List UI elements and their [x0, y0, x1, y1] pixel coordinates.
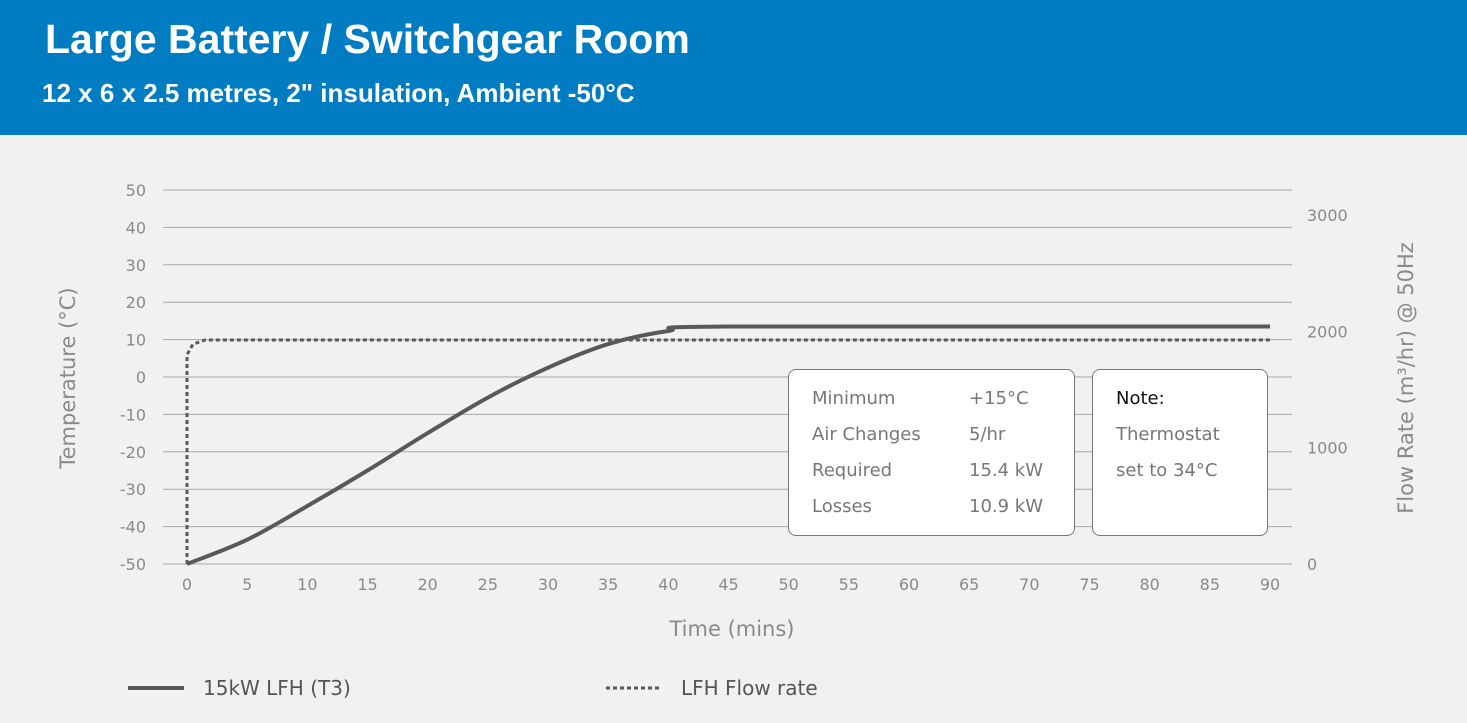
y-tick-label: -50 [120, 555, 146, 574]
x-tick-label: 55 [839, 575, 859, 594]
x-tick-label: 70 [1019, 575, 1039, 594]
temperature-line [186, 324, 1270, 566]
y-tick-label: 10 [126, 331, 146, 350]
y-tick-label: -20 [120, 443, 146, 462]
y-tick-label: 0 [136, 368, 146, 387]
x-tick-label: 40 [658, 575, 678, 594]
note-box: Note: Thermostat set to 34°C [1092, 369, 1268, 536]
x-tick-label: 35 [598, 575, 618, 594]
y-tick-label: -10 [120, 405, 146, 424]
x-tick-label: 0 [182, 575, 192, 594]
x-tick-label: 85 [1200, 575, 1220, 594]
y-tick-label: -40 [120, 518, 146, 537]
x-tick-label: 60 [899, 575, 919, 594]
legend-item-temperature: 15kW LFH (T3) [203, 676, 351, 700]
info-value: 10.9 kW [969, 496, 1044, 517]
y-tick-label: 20 [126, 293, 146, 312]
info-value: 5/hr [969, 424, 1006, 445]
x-axis-label: Time (mins) [669, 617, 795, 641]
x-tick-label: 90 [1260, 575, 1280, 594]
flow-rate-line [185, 338, 1270, 564]
x-tick-label: 15 [357, 575, 377, 594]
y2-tick-label: 1000 [1307, 439, 1348, 458]
info-label: Air Changes [812, 424, 921, 445]
y-tick-label: 40 [126, 218, 146, 237]
x-tick-label: 20 [417, 575, 437, 594]
header-banner: Large Battery / Switchgear Room 12 x 6 x… [0, 0, 1467, 135]
y-axis-label: Temperature (°C) [56, 287, 80, 469]
info-label: Losses [812, 496, 872, 517]
y2-tick-label: 3000 [1307, 206, 1348, 225]
info-value: +15°C [969, 388, 1029, 409]
info-label: Required [812, 460, 893, 481]
info-box: Minimum +15°C Air Changes 5/hr Required … [788, 369, 1075, 536]
note-line: set to 34°C [1116, 460, 1218, 481]
y2-tick-label: 0 [1307, 555, 1317, 574]
y-tick-label: 50 [126, 181, 146, 200]
x-tick-label: 75 [1079, 575, 1099, 594]
page-subtitle: 12 x 6 x 2.5 metres, 2" insulation, Ambi… [42, 78, 635, 108]
y2-tick-label: 2000 [1307, 322, 1348, 341]
info-value: 15.4 kW [969, 460, 1044, 481]
x-tick-label: 80 [1139, 575, 1159, 594]
x-tick-label: 50 [778, 575, 798, 594]
y-tick-label: 30 [126, 256, 146, 275]
y-tick-label: -30 [120, 480, 146, 499]
x-tick-label: 5 [242, 575, 252, 594]
legend-item-flow: LFH Flow rate [681, 676, 818, 700]
note-line: Thermostat [1116, 424, 1220, 445]
x-tick-label: 10 [297, 575, 317, 594]
note-title: Note: [1116, 388, 1165, 409]
info-label: Minimum [812, 388, 896, 409]
x-tick-label: 45 [718, 575, 738, 594]
page-title: Large Battery / Switchgear Room [45, 16, 690, 62]
x-tick-label: 25 [478, 575, 498, 594]
x-tick-label: 65 [959, 575, 979, 594]
y2-axis-label: Flow Rate (m³/hr) @ 50Hz [1394, 242, 1418, 514]
x-tick-label: 30 [538, 575, 558, 594]
